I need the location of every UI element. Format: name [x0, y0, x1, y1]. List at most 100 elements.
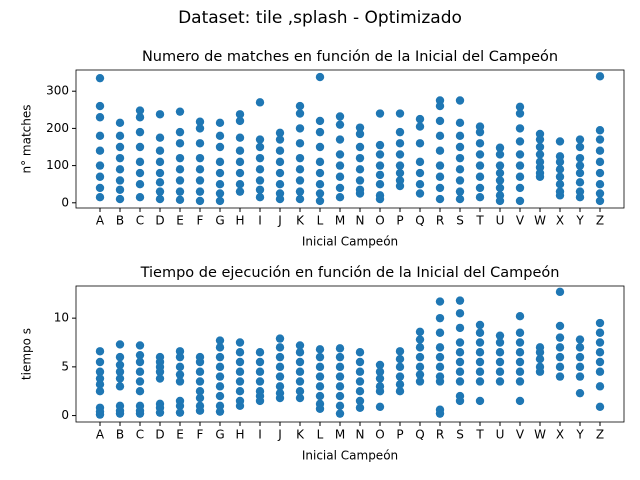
point	[375, 367, 385, 376]
point	[195, 153, 205, 163]
x-tick-label: F	[197, 428, 204, 442]
point	[375, 161, 385, 170]
x-tick-label: O	[375, 428, 384, 442]
point	[435, 313, 445, 323]
point	[195, 139, 205, 148]
point	[495, 168, 505, 178]
point	[495, 367, 505, 376]
point	[135, 409, 145, 418]
point	[235, 168, 245, 178]
point	[175, 347, 185, 356]
point	[115, 176, 125, 185]
point	[575, 343, 585, 352]
point	[215, 401, 225, 411]
x-tick-label: F	[197, 214, 204, 228]
point	[315, 391, 325, 401]
point	[235, 157, 245, 167]
point	[575, 178, 585, 187]
point	[255, 367, 265, 376]
point	[495, 348, 505, 357]
point	[295, 101, 305, 111]
point	[215, 142, 225, 152]
point	[155, 146, 165, 155]
point	[275, 157, 285, 167]
x-tick-label: X	[556, 428, 564, 442]
axes-frame	[75, 285, 625, 423]
point	[115, 194, 125, 204]
point	[295, 153, 305, 163]
point	[115, 153, 125, 163]
point	[315, 72, 325, 82]
point	[255, 357, 265, 367]
point	[535, 150, 545, 159]
point	[95, 380, 105, 389]
point	[555, 372, 565, 381]
point	[235, 367, 245, 376]
point	[475, 320, 485, 330]
point	[295, 139, 305, 148]
point	[435, 131, 445, 141]
point	[475, 127, 485, 137]
point	[415, 122, 425, 131]
point	[475, 183, 485, 193]
point	[355, 387, 365, 396]
point	[375, 170, 385, 180]
point	[95, 367, 105, 376]
point	[515, 137, 525, 146]
point	[115, 131, 125, 141]
x-tick-label: H	[235, 428, 244, 442]
point	[295, 124, 305, 133]
point	[595, 135, 605, 144]
x-tick-label: G	[215, 214, 224, 228]
x-tick-label: Q	[415, 428, 424, 442]
point	[595, 72, 605, 81]
point	[255, 176, 265, 185]
point	[255, 135, 265, 144]
point	[435, 343, 445, 352]
x-tick-label: C	[136, 214, 144, 228]
point	[175, 195, 185, 205]
point	[595, 338, 605, 347]
point	[115, 340, 125, 349]
point	[175, 107, 185, 116]
subplot-title: Numero de matches en función de la Inici…	[142, 49, 558, 65]
x-tick-label: A	[96, 428, 105, 442]
y-tick-label: 5	[61, 359, 69, 373]
point	[215, 372, 225, 381]
y-tick-label: 100	[46, 158, 69, 172]
x-tick-label: T	[475, 214, 484, 228]
point	[495, 196, 505, 206]
point	[395, 161, 405, 170]
point	[515, 328, 525, 337]
point	[215, 391, 225, 401]
point	[135, 168, 145, 178]
point	[275, 135, 285, 144]
point	[435, 161, 445, 170]
point	[215, 352, 225, 362]
point	[395, 139, 405, 148]
x-tick-label: X	[556, 214, 564, 228]
figure-title: Dataset: tile ,splash - Optimizado	[178, 8, 462, 28]
point	[435, 362, 445, 372]
x-tick-label: D	[155, 428, 164, 442]
point	[315, 116, 325, 126]
point	[95, 410, 105, 419]
point	[395, 109, 405, 118]
x-axis-label: Inicial Campeón	[302, 235, 398, 249]
point	[475, 348, 485, 357]
point	[535, 135, 545, 144]
point	[135, 179, 145, 189]
point	[295, 109, 305, 118]
point	[555, 352, 565, 362]
point	[435, 409, 445, 418]
point	[95, 357, 105, 367]
point	[355, 142, 365, 152]
y-tick-label: 0	[61, 195, 69, 209]
point	[255, 396, 265, 406]
point	[295, 341, 305, 350]
point	[335, 183, 345, 193]
point	[135, 157, 145, 167]
point	[175, 408, 185, 417]
point	[495, 357, 505, 367]
point	[215, 362, 225, 372]
